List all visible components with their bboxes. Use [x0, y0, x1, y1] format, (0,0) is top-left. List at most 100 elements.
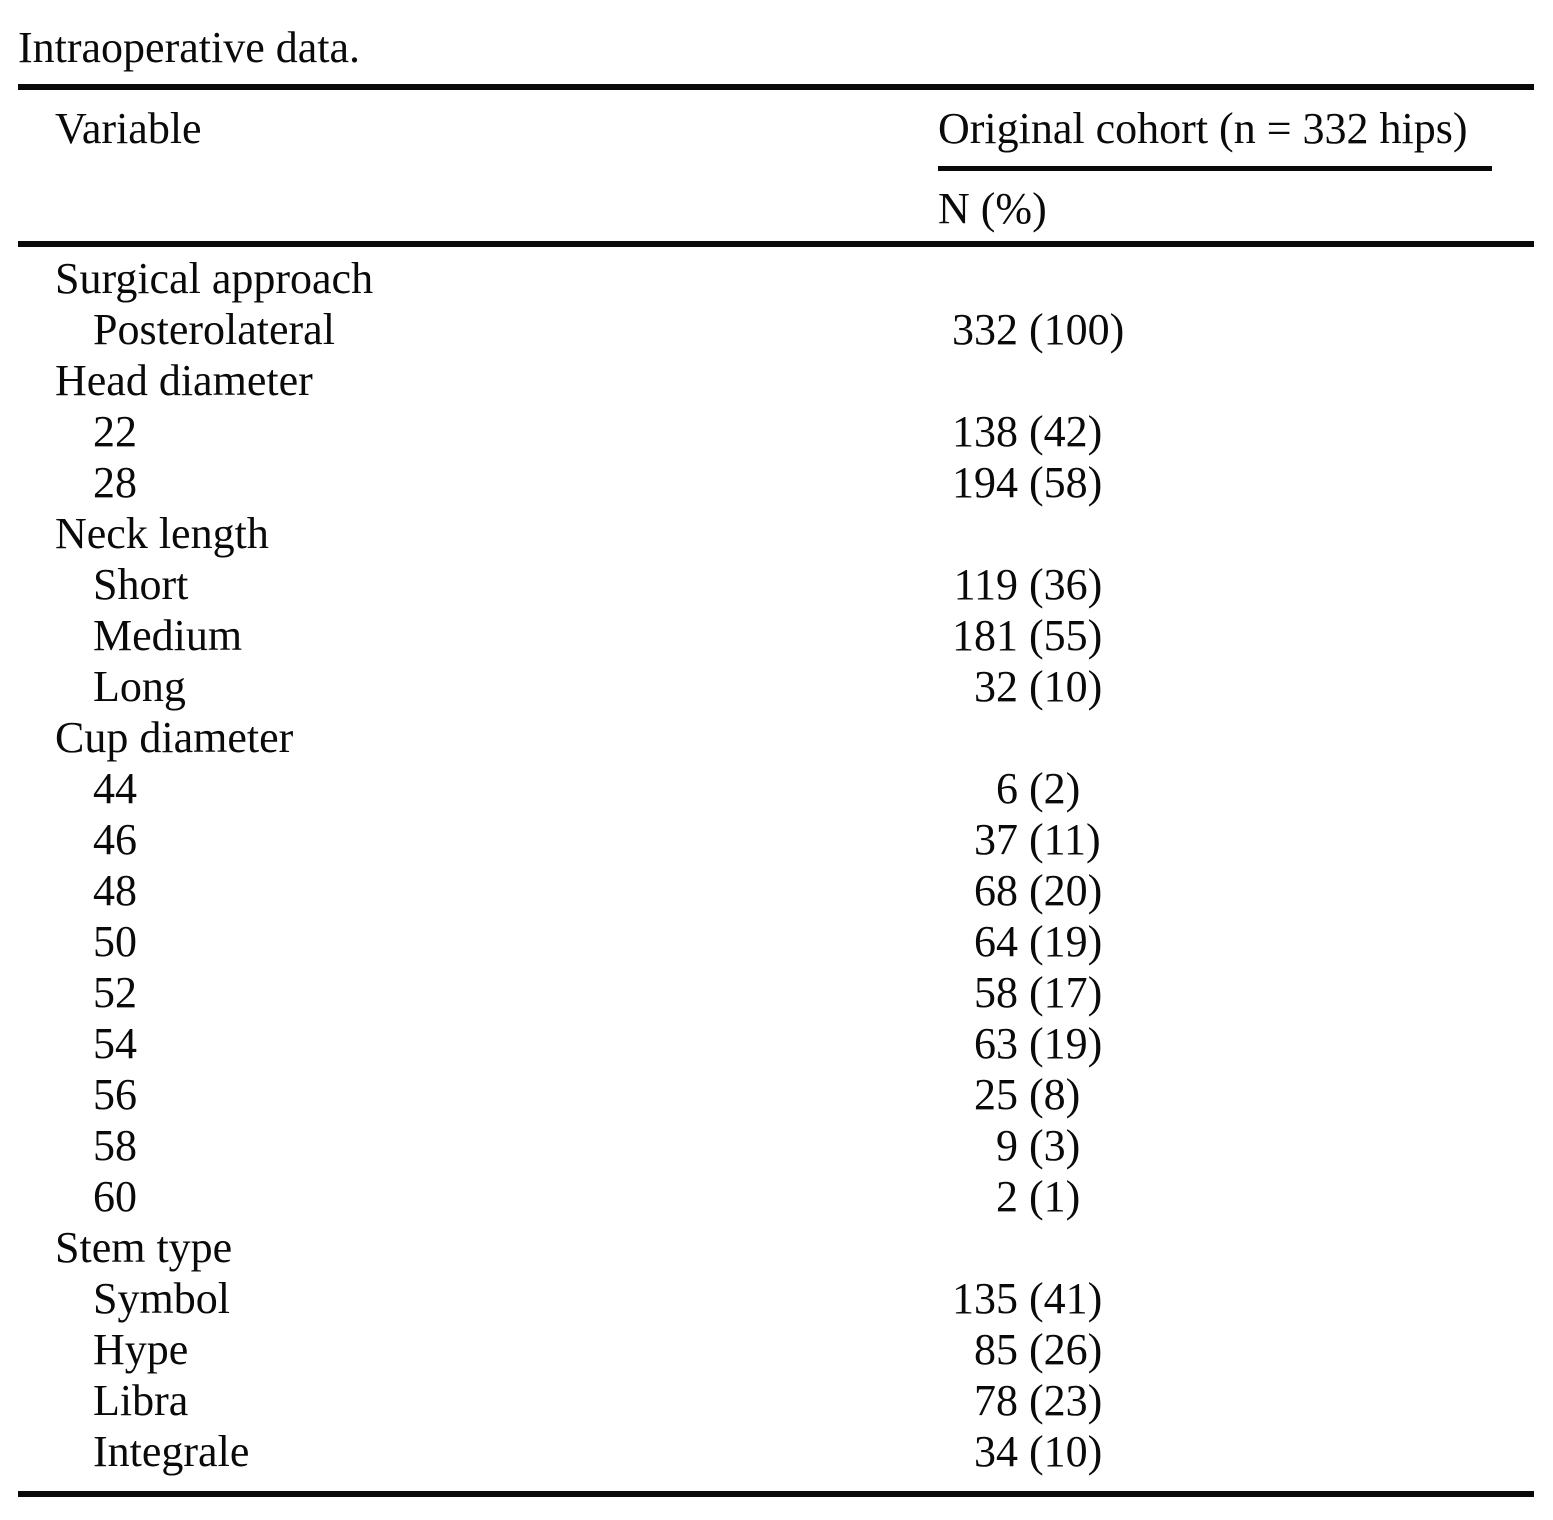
value-cell: 63 (19): [938, 1018, 1534, 1069]
data-row: Short 119 (36): [18, 559, 1534, 610]
percent-value: (10): [1029, 1427, 1103, 1476]
data-row: Symbol 135 (41): [18, 1273, 1534, 1324]
data-row: Medium 181 (55): [18, 610, 1534, 661]
variable-label: 60: [93, 1172, 137, 1221]
count-value: 332: [952, 305, 1018, 354]
value-cell: 9 (3): [938, 1120, 1534, 1171]
value-cell: 138 (42): [938, 406, 1534, 457]
variable-label: 52: [93, 968, 137, 1017]
data-row: 48 68 (20): [18, 865, 1534, 916]
variable-label: Symbol: [93, 1274, 230, 1323]
count-value: 32: [974, 662, 1018, 711]
variable-group-label: Surgical approach: [55, 254, 374, 303]
variable-label: 28: [93, 458, 137, 507]
variable-group-label: Stem type: [55, 1223, 233, 1272]
percent-value: (41): [1029, 1274, 1103, 1323]
empty-value-cell: [938, 508, 1534, 559]
empty-value-cell: [938, 712, 1534, 763]
variable-label: Integrale: [93, 1427, 250, 1476]
column-header-variable: Variable: [55, 104, 202, 153]
variable-label: 48: [93, 866, 137, 915]
percent-value: (11): [1029, 815, 1101, 864]
count-value: 9: [996, 1121, 1018, 1170]
group-row: Surgical approach: [18, 253, 1534, 304]
count-value: 64: [974, 917, 1018, 966]
percent-value: (20): [1029, 866, 1103, 915]
value-cell: 32 (10): [938, 661, 1534, 712]
count-value: 135: [952, 1274, 1018, 1323]
count-value: 2: [996, 1172, 1018, 1221]
value-cell: 34 (10): [938, 1426, 1534, 1477]
count-value: 119: [953, 560, 1018, 609]
value-cell: 58 (17): [938, 967, 1534, 1018]
variable-group-label: Head diameter: [55, 356, 313, 405]
percent-value: (17): [1029, 968, 1103, 1017]
percent-value: (19): [1029, 1019, 1103, 1068]
table-bottom-rule: [18, 1491, 1534, 1497]
empty-value-cell: [938, 1222, 1534, 1273]
count-value: 37: [974, 815, 1018, 864]
data-row: 52 58 (17): [18, 967, 1534, 1018]
table-header-bottom-rule: [18, 241, 1534, 247]
variable-label: Posterolateral: [93, 305, 335, 354]
variable-label: 44: [93, 764, 137, 813]
data-row: Libra 78 (23): [18, 1375, 1534, 1426]
percent-value: (19): [1029, 917, 1103, 966]
count-value: 34: [974, 1427, 1018, 1476]
column-header-cohort-group: Original cohort (n = 332 hips) N (%): [938, 103, 1534, 241]
table-top-rule: [18, 84, 1534, 90]
percent-value: (3): [1029, 1121, 1081, 1170]
percent-value: (10): [1029, 662, 1103, 711]
count-value: 78: [974, 1376, 1018, 1425]
value-cell: 78 (23): [938, 1375, 1534, 1426]
data-row: 22 138 (42): [18, 406, 1534, 457]
percent-value: (100): [1029, 305, 1125, 354]
data-row: Hype 85 (26): [18, 1324, 1534, 1375]
variable-label: Long: [93, 662, 186, 711]
empty-value-cell: [938, 253, 1534, 304]
percent-value: (36): [1029, 560, 1103, 609]
variable-label: 54: [93, 1019, 137, 1068]
column-subheader-n-percent: N (%): [938, 184, 1047, 233]
percent-value: (42): [1029, 407, 1103, 456]
table-header-row: Variable Original cohort (n = 332 hips) …: [18, 90, 1534, 241]
variable-group-label: Cup diameter: [55, 713, 294, 762]
value-cell: 181 (55): [938, 610, 1534, 661]
value-cell: 68 (20): [938, 865, 1534, 916]
variable-label: Short: [93, 560, 189, 609]
variable-label: 50: [93, 917, 137, 966]
table-title: Intraoperative data.: [18, 23, 361, 72]
value-cell: 25 (8): [938, 1069, 1534, 1120]
empty-value-cell: [938, 355, 1534, 406]
data-row: Posterolateral 332 (100): [18, 304, 1534, 355]
variable-label: 56: [93, 1070, 137, 1119]
count-value: 181: [952, 611, 1018, 660]
percent-value: (26): [1029, 1325, 1103, 1374]
value-cell: 119 (36): [938, 559, 1534, 610]
value-cell: 194 (58): [938, 457, 1534, 508]
data-row: Long 32 (10): [18, 661, 1534, 712]
value-cell: 37 (11): [938, 814, 1534, 865]
group-row: Head diameter: [18, 355, 1534, 406]
variable-label: Hype: [93, 1325, 189, 1374]
data-row: 58 9 (3): [18, 1120, 1534, 1171]
variable-group-label: Neck length: [55, 509, 269, 558]
count-value: 25: [974, 1070, 1018, 1119]
count-value: 68: [974, 866, 1018, 915]
value-cell: 6 (2): [938, 763, 1534, 814]
percent-value: (23): [1029, 1376, 1103, 1425]
count-value: 138: [952, 407, 1018, 456]
variable-label: 58: [93, 1121, 137, 1170]
count-value: 58: [974, 968, 1018, 1017]
value-cell: 332 (100): [938, 304, 1534, 355]
percent-value: (55): [1029, 611, 1103, 660]
table-body: Surgical approach Posterolateral 332 (100) H…: [18, 247, 1534, 1491]
data-row: Integrale 34 (10): [18, 1426, 1534, 1477]
group-row: Neck length: [18, 508, 1534, 559]
count-value: 85: [974, 1325, 1018, 1374]
count-value: 63: [974, 1019, 1018, 1068]
percent-value: (1): [1029, 1172, 1081, 1221]
percent-value: (58): [1029, 458, 1103, 507]
column-header-original-cohort: Original cohort (n = 332 hips): [938, 103, 1492, 171]
